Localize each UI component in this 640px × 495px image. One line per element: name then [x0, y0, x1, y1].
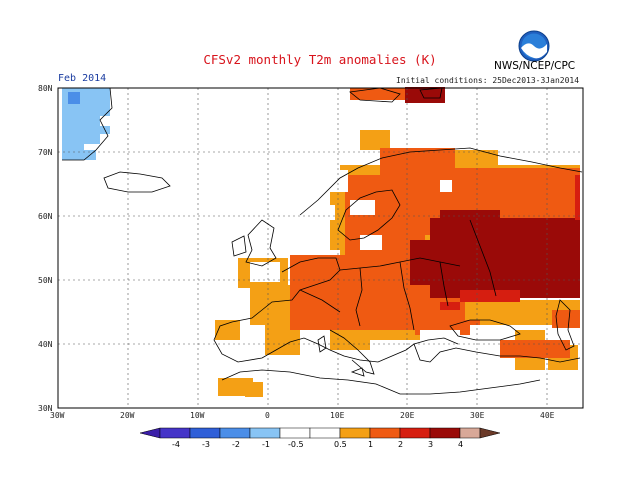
lon-label-30w: 30W [50, 411, 65, 420]
lon-label-10w: 10W [190, 411, 205, 420]
map-frame [57, 87, 584, 409]
colorbar-bin [189, 427, 221, 439]
colorbar-label: 1 [368, 440, 373, 449]
colorbar-label: 2 [398, 440, 403, 449]
lat-label-70n: 70N [38, 148, 53, 157]
colorbar-bin [369, 427, 401, 439]
lat-label-80n: 80N [38, 84, 53, 93]
colorbar-bin [429, 427, 461, 439]
colorbar-label: -1 [262, 440, 270, 449]
coastlines [62, 87, 583, 395]
lat-label-30n: 30N [38, 404, 53, 413]
warm-anomaly-red [440, 175, 580, 310]
colorbar-bin [399, 427, 431, 439]
lat-label-60n: 60N [38, 212, 53, 221]
noaa-logo-icon [518, 30, 550, 62]
greenland-cold-spot [68, 92, 80, 104]
lon-label-20e: 20E [400, 411, 415, 420]
colorbar-arrow-low [139, 427, 161, 439]
lon-label-10e: 10E [330, 411, 345, 420]
colorbar-bin [279, 427, 311, 439]
colorbar-bin [249, 427, 281, 439]
lat-label-50n: 50N [38, 276, 53, 285]
lat-label-40n: 40N [38, 340, 53, 349]
colorbar-label: -4 [172, 440, 180, 449]
lat-axis: 80N 70N 60N 50N 40N 30N [38, 84, 53, 413]
colorbar-arrow-high [479, 427, 501, 439]
lon-label-20w: 20W [120, 411, 135, 420]
colorbar-bin [339, 427, 371, 439]
colorbar: -4 -3 -2 -1 -0.5 0.5 1 2 3 4 [139, 427, 501, 449]
lon-label-40e: 40E [540, 411, 555, 420]
map-title: CFSv2 monthly T2m anomalies (K) [203, 52, 437, 67]
colorbar-label: 4 [458, 440, 463, 449]
colorbar-bin [159, 427, 191, 439]
forecast-month-label: Feb 2014 [58, 73, 107, 84]
anomaly-field [62, 87, 580, 397]
colorbar-label: -2 [232, 440, 240, 449]
agency-label: NWS/NCEP/CPC [494, 60, 576, 72]
colorbar-label: 3 [428, 440, 433, 449]
colorbar-label: -0.5 [288, 440, 304, 449]
lon-label-30e: 30E [470, 411, 485, 420]
initial-conditions-label: Initial conditions: 25Dec2013-3Jan2014 [396, 76, 580, 85]
colorbar-bin [309, 427, 341, 439]
warm-anomaly-darkred [405, 87, 580, 298]
colorbar-label: -3 [202, 440, 210, 449]
colorbar-label: 0.5 [334, 440, 347, 449]
lon-label-0: 0 [265, 411, 270, 420]
lon-axis: 30W 20W 10W 0 10E 20E 30E 40E [50, 411, 555, 420]
colorbar-bin [459, 427, 481, 439]
colorbar-bin [219, 427, 251, 439]
